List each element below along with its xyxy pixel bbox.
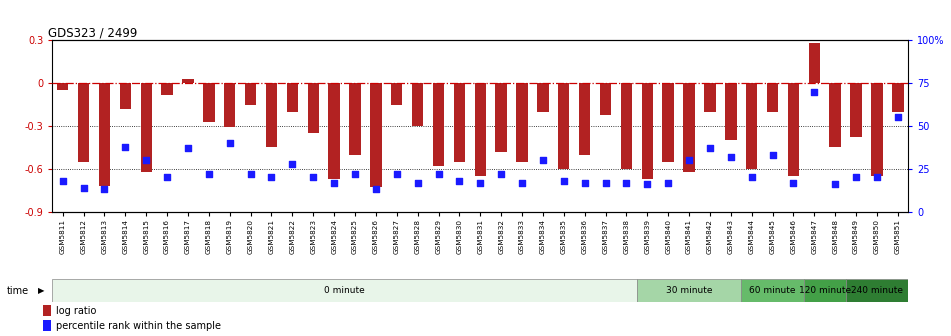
Point <box>556 178 572 183</box>
Point <box>243 171 259 177</box>
Bar <box>78 83 89 162</box>
Point <box>577 180 592 185</box>
Bar <box>642 83 653 179</box>
Text: log ratio: log ratio <box>56 306 96 316</box>
Point <box>744 175 759 180</box>
Point <box>368 187 383 192</box>
Bar <box>286 83 298 112</box>
Bar <box>579 83 591 155</box>
Bar <box>767 83 778 112</box>
Point <box>118 144 133 149</box>
Bar <box>120 83 131 109</box>
Bar <box>845 279 908 302</box>
Bar <box>245 83 257 104</box>
Bar <box>99 83 110 186</box>
Point <box>410 180 425 185</box>
Point <box>223 140 238 146</box>
Bar <box>224 83 236 127</box>
Bar <box>57 83 68 90</box>
Point <box>806 89 822 94</box>
Text: 120 minute: 120 minute <box>799 286 851 295</box>
Point <box>284 161 300 166</box>
Bar <box>52 279 637 302</box>
Bar <box>265 83 278 148</box>
Bar <box>516 83 528 162</box>
Point <box>598 180 613 185</box>
Bar <box>725 83 736 140</box>
Point <box>619 180 634 185</box>
Bar <box>162 83 173 95</box>
Bar <box>391 83 402 104</box>
Bar <box>204 83 215 122</box>
Bar <box>746 83 757 169</box>
Bar <box>558 83 570 169</box>
Point <box>139 158 154 163</box>
Bar <box>600 83 611 115</box>
Point <box>723 154 738 160</box>
Point <box>890 115 905 120</box>
Bar <box>704 83 716 112</box>
Point <box>326 180 341 185</box>
Bar <box>663 83 674 162</box>
Bar <box>495 83 507 152</box>
Point <box>827 181 843 187</box>
Point <box>786 180 801 185</box>
Point <box>514 180 530 185</box>
Bar <box>183 79 194 83</box>
Text: 60 minute: 60 minute <box>749 286 796 295</box>
Point <box>702 145 717 151</box>
Bar <box>412 83 423 126</box>
Bar <box>349 83 360 155</box>
Point <box>97 187 112 192</box>
Point <box>76 185 91 191</box>
Point <box>431 171 446 177</box>
Bar <box>433 83 444 166</box>
Text: 240 minute: 240 minute <box>851 286 902 295</box>
Bar <box>43 320 51 331</box>
Bar <box>454 83 465 162</box>
Bar <box>850 83 862 137</box>
Point <box>202 171 217 177</box>
Bar <box>621 83 632 169</box>
Bar <box>741 279 804 302</box>
Point <box>263 175 279 180</box>
Point <box>535 158 551 163</box>
Point <box>55 178 70 183</box>
Bar <box>808 43 820 83</box>
Bar <box>475 83 486 176</box>
Bar <box>328 83 340 179</box>
Bar <box>637 279 741 302</box>
Point <box>473 180 488 185</box>
Point <box>181 145 196 151</box>
Point <box>347 171 362 177</box>
Text: ▶: ▶ <box>38 286 45 295</box>
Text: 30 minute: 30 minute <box>666 286 712 295</box>
Point <box>765 153 780 158</box>
Text: time: time <box>7 286 29 296</box>
Text: percentile rank within the sample: percentile rank within the sample <box>56 321 222 331</box>
Bar <box>370 83 381 187</box>
Bar <box>829 83 841 148</box>
Bar <box>307 83 319 133</box>
Point <box>305 175 320 180</box>
Bar <box>787 83 799 176</box>
Point <box>682 158 697 163</box>
Point <box>389 171 404 177</box>
Point <box>848 175 864 180</box>
Point <box>869 175 884 180</box>
Point <box>160 175 175 180</box>
Bar <box>804 279 845 302</box>
Point <box>494 171 509 177</box>
Bar <box>871 83 883 176</box>
Text: 0 minute: 0 minute <box>324 286 365 295</box>
Point <box>452 178 467 183</box>
Point <box>661 180 676 185</box>
Bar <box>683 83 695 172</box>
Bar <box>43 304 51 316</box>
Point <box>640 181 655 187</box>
Text: GDS323 / 2499: GDS323 / 2499 <box>48 26 137 39</box>
Bar <box>537 83 549 112</box>
Bar <box>141 83 152 172</box>
Bar <box>892 83 903 112</box>
